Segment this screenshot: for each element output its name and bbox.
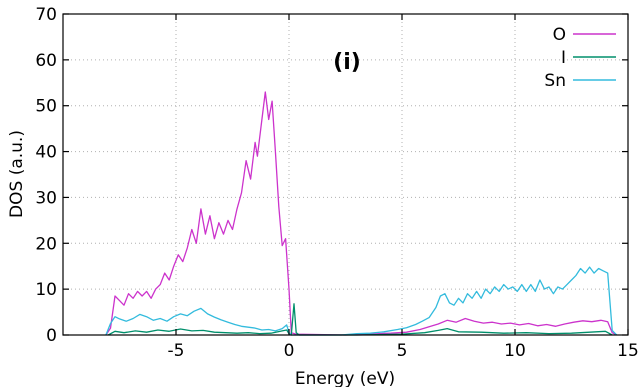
plot-frame: [62, 13, 629, 336]
y-tick-label: 70: [35, 5, 57, 25]
x-axis-title: Energy (eV): [295, 369, 395, 387]
legend-label-o: O: [553, 25, 566, 45]
y-axis-title: DOS (a.u.): [7, 130, 27, 218]
y-tick-label: 40: [35, 143, 57, 163]
y-tick-label: 20: [35, 234, 57, 254]
x-tick-label: 10: [504, 341, 526, 361]
series-lines: [105, 91, 618, 336]
y-tick-label: 30: [35, 188, 57, 208]
y-tick-label: 10: [35, 280, 57, 300]
y-tick-label: 50: [35, 97, 57, 117]
series-line-o: [105, 91, 617, 336]
x-tick-label: -5: [168, 341, 185, 361]
x-tick-label: 15: [617, 341, 638, 361]
legend-label-sn: Sn: [544, 71, 566, 91]
x-tick-label: 0: [284, 341, 295, 361]
legend-label-i: I: [561, 48, 566, 68]
y-tick-label: 60: [35, 51, 57, 71]
y-tick-label: 0: [46, 326, 57, 346]
axis-ticks: -5 0 5 10 15 0 10 20 30 40 50 60 70: [35, 5, 638, 361]
x-tick-label: 5: [397, 341, 408, 361]
legend: OI Sn: [544, 25, 616, 91]
series-line-sn: [105, 266, 618, 336]
panel-label: (i): [333, 50, 361, 75]
series-line-i: [107, 303, 613, 336]
